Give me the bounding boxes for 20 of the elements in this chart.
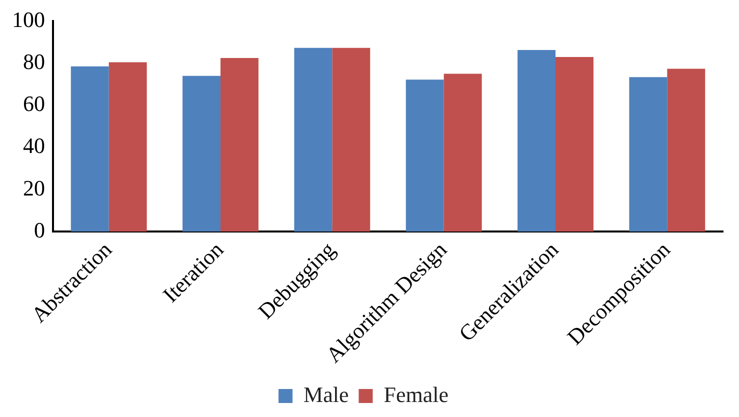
bar	[556, 56, 594, 232]
legend-label: Male	[304, 382, 349, 407]
bar	[70, 66, 109, 232]
y-tick-label: 80	[23, 49, 45, 74]
y-tick-label: 0	[34, 217, 45, 242]
bar	[667, 68, 706, 232]
bar	[518, 50, 556, 232]
bar	[444, 74, 482, 232]
y-tick-label: 20	[23, 175, 45, 200]
bar	[108, 62, 147, 232]
bar	[220, 58, 258, 232]
bar	[406, 80, 444, 232]
y-tick-label: 40	[23, 133, 45, 158]
bar	[332, 48, 370, 232]
bar	[629, 77, 668, 232]
y-tick-label: 100	[12, 6, 45, 32]
bar	[182, 76, 220, 232]
bar	[294, 48, 332, 232]
legend-label: Female	[384, 382, 448, 407]
y-tick-label: 60	[23, 91, 45, 116]
